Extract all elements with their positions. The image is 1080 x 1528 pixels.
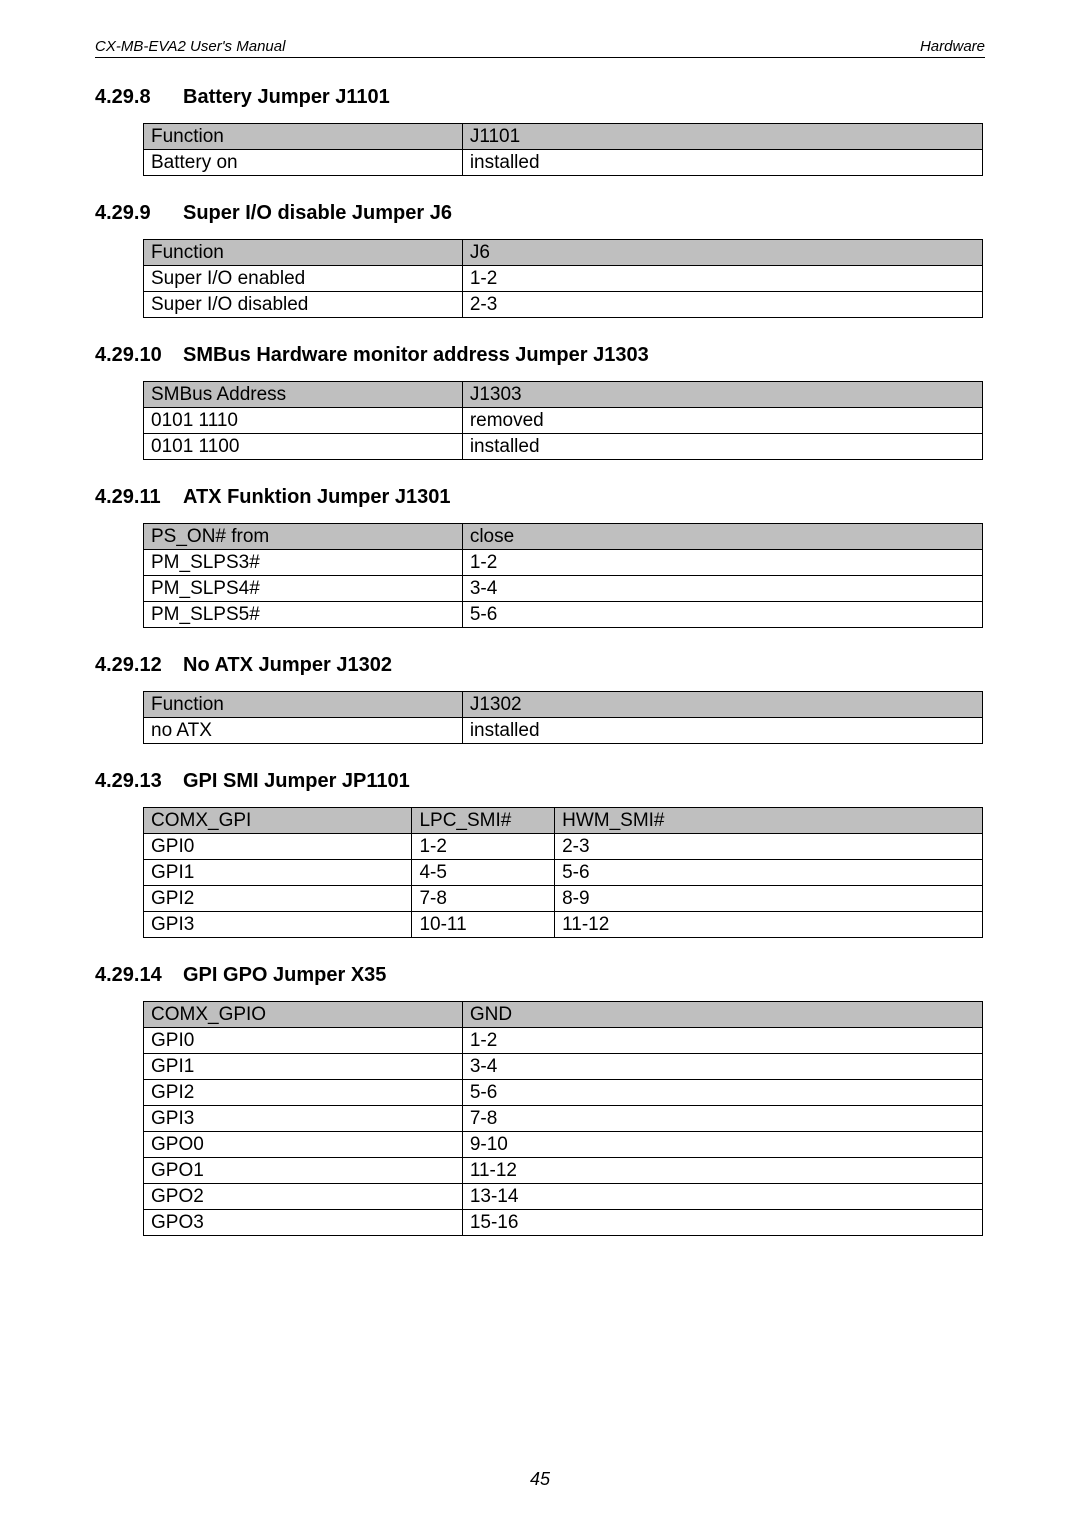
section-heading-4-29-10: 4.29.10SMBus Hardware monitor address Ju… xyxy=(95,344,985,367)
cell: no ATX xyxy=(144,718,463,744)
cell: close xyxy=(462,524,982,550)
cell: J1303 xyxy=(462,382,982,408)
section-number: 4.29.14 xyxy=(95,964,183,987)
cell: 2-3 xyxy=(462,292,982,318)
cell: 0101 1100 xyxy=(144,434,463,460)
cell: PM_SLPS5# xyxy=(144,602,463,628)
cell: 3-4 xyxy=(462,576,982,602)
section-title: SMBus Hardware monitor address Jumper J1… xyxy=(183,344,649,366)
cell: GPO1 xyxy=(144,1158,463,1184)
cell: GND xyxy=(462,1002,982,1028)
cell: J1101 xyxy=(462,124,982,150)
cell: 10-11 xyxy=(412,912,555,938)
table-x35: COMX_GPIOGND GPI01-2 GPI13-4 GPI25-6 GPI… xyxy=(143,1001,983,1236)
cell: 1-2 xyxy=(412,834,555,860)
table-j1302: FunctionJ1302 no ATXinstalled xyxy=(143,691,983,744)
cell: installed xyxy=(462,150,982,176)
table-j1303: SMBus AddressJ1303 0101 1110removed 0101… xyxy=(143,381,983,460)
section-number: 4.29.8 xyxy=(95,86,183,109)
cell: 1-2 xyxy=(462,550,982,576)
cell: J1302 xyxy=(462,692,982,718)
section-title: ATX Funktion Jumper J1301 xyxy=(183,486,450,508)
cell: COMX_GPI xyxy=(144,808,412,834)
section-heading-4-29-9: 4.29.9Super I/O disable Jumper J6 xyxy=(95,202,985,225)
cell: GPI0 xyxy=(144,834,412,860)
cell: 5-6 xyxy=(462,1080,982,1106)
cell: 15-16 xyxy=(462,1210,982,1236)
cell: 5-6 xyxy=(555,860,983,886)
cell: 4-5 xyxy=(412,860,555,886)
cell: HWM_SMI# xyxy=(555,808,983,834)
cell: GPI2 xyxy=(144,886,412,912)
cell: GPI3 xyxy=(144,912,412,938)
table-j1101: FunctionJ1101 Battery oninstalled xyxy=(143,123,983,176)
cell: Function xyxy=(144,240,463,266)
cell: 11-12 xyxy=(555,912,983,938)
cell: Battery on xyxy=(144,150,463,176)
section-title: No ATX Jumper J1302 xyxy=(183,654,392,676)
cell: 13-14 xyxy=(462,1184,982,1210)
cell: PS_ON# from xyxy=(144,524,463,550)
cell: Function xyxy=(144,124,463,150)
cell: Super I/O disabled xyxy=(144,292,463,318)
section-title: Super I/O disable Jumper J6 xyxy=(183,202,452,224)
cell: 7-8 xyxy=(412,886,555,912)
section-heading-4-29-13: 4.29.13GPI SMI Jumper JP1101 xyxy=(95,770,985,793)
section-number: 4.29.9 xyxy=(95,202,183,225)
cell: GPO3 xyxy=(144,1210,463,1236)
cell: GPI1 xyxy=(144,860,412,886)
cell: LPC_SMI# xyxy=(412,808,555,834)
section-number: 4.29.13 xyxy=(95,770,183,793)
table-j1301: PS_ON# fromclose PM_SLPS3#1-2 PM_SLPS4#3… xyxy=(143,523,983,628)
header-left: CX-MB-EVA2 User's Manual xyxy=(95,38,285,55)
cell: GPI3 xyxy=(144,1106,463,1132)
section-title: GPI GPO Jumper X35 xyxy=(183,964,386,986)
section-title: Battery Jumper J1101 xyxy=(183,86,390,108)
cell: GPO0 xyxy=(144,1132,463,1158)
section-title: GPI SMI Jumper JP1101 xyxy=(183,770,410,792)
cell: 1-2 xyxy=(462,1028,982,1054)
cell: GPI1 xyxy=(144,1054,463,1080)
table-jp1101: COMX_GPILPC_SMI#HWM_SMI# GPI01-22-3 GPI1… xyxy=(143,807,983,938)
cell: Function xyxy=(144,692,463,718)
cell: J6 xyxy=(462,240,982,266)
cell: PM_SLPS3# xyxy=(144,550,463,576)
cell: GPO2 xyxy=(144,1184,463,1210)
section-number: 4.29.11 xyxy=(95,486,183,509)
table-j6: FunctionJ6 Super I/O enabled1-2 Super I/… xyxy=(143,239,983,318)
cell: 0101 1110 xyxy=(144,408,463,434)
section-heading-4-29-12: 4.29.12No ATX Jumper J1302 xyxy=(95,654,985,677)
cell: GPI0 xyxy=(144,1028,463,1054)
header-right: Hardware xyxy=(920,38,985,55)
cell: 5-6 xyxy=(462,602,982,628)
cell: 8-9 xyxy=(555,886,983,912)
section-heading-4-29-11: 4.29.11ATX Funktion Jumper J1301 xyxy=(95,486,985,509)
cell: SMBus Address xyxy=(144,382,463,408)
section-heading-4-29-8: 4.29.8Battery Jumper J1101 xyxy=(95,86,985,109)
cell: 9-10 xyxy=(462,1132,982,1158)
section-number: 4.29.10 xyxy=(95,344,183,367)
cell: 1-2 xyxy=(462,266,982,292)
cell: 3-4 xyxy=(462,1054,982,1080)
cell: 11-12 xyxy=(462,1158,982,1184)
cell: installed xyxy=(462,718,982,744)
section-number: 4.29.12 xyxy=(95,654,183,677)
cell: COMX_GPIO xyxy=(144,1002,463,1028)
cell: installed xyxy=(462,434,982,460)
cell: Super I/O enabled xyxy=(144,266,463,292)
cell: 2-3 xyxy=(555,834,983,860)
cell: PM_SLPS4# xyxy=(144,576,463,602)
page-number: 45 xyxy=(0,1469,1080,1490)
cell: 7-8 xyxy=(462,1106,982,1132)
cell: GPI2 xyxy=(144,1080,463,1106)
page-header: CX-MB-EVA2 User's Manual Hardware xyxy=(95,38,985,58)
section-heading-4-29-14: 4.29.14GPI GPO Jumper X35 xyxy=(95,964,985,987)
cell: removed xyxy=(462,408,982,434)
